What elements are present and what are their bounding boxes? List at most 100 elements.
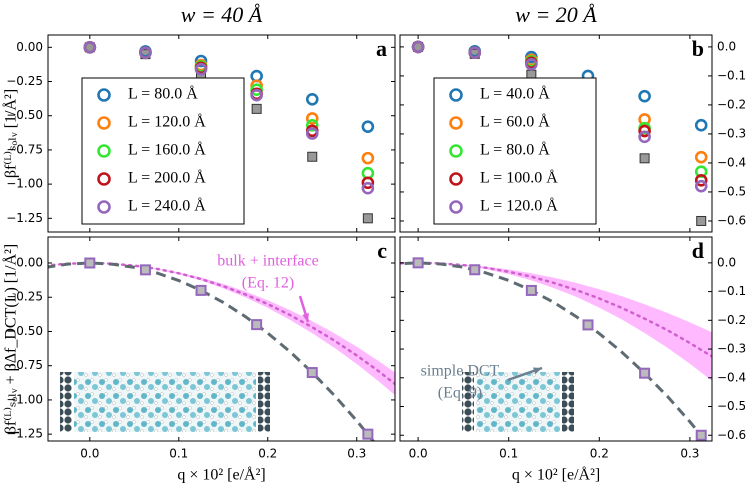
point	[139, 46, 152, 60]
x-tick-label: 0.3	[680, 447, 699, 461]
y-tick-label: −1.25	[6, 427, 43, 441]
legend-label: L = 120.0 Å	[480, 197, 558, 215]
point	[361, 181, 375, 195]
point	[695, 429, 707, 441]
point	[306, 367, 318, 379]
y-tick-label: −0.6	[717, 213, 746, 227]
point	[251, 319, 263, 331]
point	[361, 120, 375, 133]
axes-frame	[399, 236, 713, 442]
point	[694, 174, 708, 187]
point	[638, 124, 651, 138]
point	[251, 103, 262, 114]
y-tick-label: −0.6	[717, 428, 746, 442]
plot-area	[400, 257, 712, 441]
legend-label: L = 200.0 Å	[128, 169, 206, 187]
legend-marker	[97, 116, 111, 130]
x-tick-label: 0.1	[499, 447, 518, 461]
legend-marker	[449, 116, 463, 130]
point	[638, 130, 651, 144]
y-tick-label: −0.50	[6, 108, 43, 122]
y-tick-label: −0.4	[717, 155, 746, 169]
panel-letter: d	[692, 238, 704, 263]
dashed-curve	[48, 261, 376, 441]
point	[139, 264, 151, 276]
point	[361, 176, 375, 190]
point	[84, 257, 96, 269]
y-tick-label: −0.75	[6, 142, 43, 156]
point	[696, 215, 707, 226]
x-tick-label: 0.2	[258, 447, 277, 461]
point	[694, 118, 708, 132]
arrow-head	[302, 313, 309, 322]
legend-label: L = 120.0 Å	[128, 113, 206, 131]
x-tick-label: 0.3	[347, 447, 366, 461]
plot-area	[48, 257, 395, 441]
y-tick-label: −1.25	[6, 211, 43, 225]
inset-d	[462, 372, 574, 432]
y-tick-label: −0.3	[717, 126, 746, 140]
annotation: simple DCT	[421, 363, 500, 380]
point	[638, 89, 651, 103]
point	[639, 153, 650, 164]
annotation: bulk + interface	[217, 253, 318, 270]
y-tick-label: 0.00	[16, 256, 43, 270]
annotation: (Eq. 12)	[242, 275, 294, 292]
legend-marker	[97, 172, 111, 186]
y-tick-label: −1.00	[6, 392, 43, 406]
column-title: w = 40 Å	[181, 2, 263, 27]
point	[305, 112, 319, 125]
panel-letter: b	[692, 36, 704, 61]
legend-marker	[97, 144, 111, 158]
arrow-head	[533, 367, 542, 375]
point	[194, 62, 208, 76]
y-tick-label: 0.0	[717, 255, 736, 269]
y-tick-label: −0.1	[717, 284, 746, 298]
point	[307, 151, 318, 162]
point	[250, 83, 263, 97]
legend-marker	[449, 144, 463, 158]
point	[468, 46, 482, 59]
point	[694, 179, 708, 193]
legend-marker	[449, 200, 463, 214]
y-tick-label: −0.2	[717, 313, 746, 327]
y-tick-label: −0.2	[717, 97, 746, 111]
x-tick-label: 0.1	[169, 447, 188, 461]
y-tick-label: −0.25	[6, 74, 43, 88]
column-title: w = 20 Å	[515, 2, 597, 27]
y-axis-label: βf⁽ᴸ⁾ₛₒₗᵥ + βΔf_DCT(L) [1/Å²]	[2, 244, 20, 435]
point	[525, 58, 538, 71]
dotted-curve	[400, 261, 712, 358]
y-tick-label: −1.00	[6, 177, 43, 191]
point	[305, 127, 319, 140]
y-tick-label: −0.75	[6, 358, 43, 372]
dotted-curve	[48, 261, 395, 386]
panel-letter: c	[377, 238, 387, 263]
point	[361, 151, 375, 165]
y-tick-label: −0.4	[717, 370, 746, 384]
legend-label: L = 100.0 Å	[480, 169, 558, 187]
inset-c	[60, 372, 270, 432]
legend-label: L = 160.0 Å	[128, 141, 206, 159]
axes-frame	[47, 34, 396, 233]
point	[362, 213, 373, 224]
point	[250, 88, 263, 102]
y-tick-label: −0.50	[6, 324, 43, 338]
x-tick-label: 0.0	[409, 447, 428, 461]
panel-letter: a	[376, 36, 387, 61]
y-tick-label: −0.5	[717, 399, 746, 413]
y-axis-label: βf⁽ᴸ⁾ₛₒₗᵥ [1/Å²]	[2, 89, 20, 178]
point	[305, 118, 319, 132]
point	[305, 92, 319, 106]
point	[582, 319, 594, 331]
point	[411, 40, 425, 54]
point	[525, 284, 537, 296]
point	[362, 428, 374, 440]
y-tick-label: −0.3	[717, 342, 746, 356]
y-tick-label: 0.0	[717, 39, 736, 53]
x-axis-label: q × 10² [e/Å²]	[177, 466, 265, 484]
point	[412, 257, 424, 269]
annotation: (Eq. 9)	[438, 385, 482, 402]
y-tick-label: −0.25	[6, 290, 43, 304]
